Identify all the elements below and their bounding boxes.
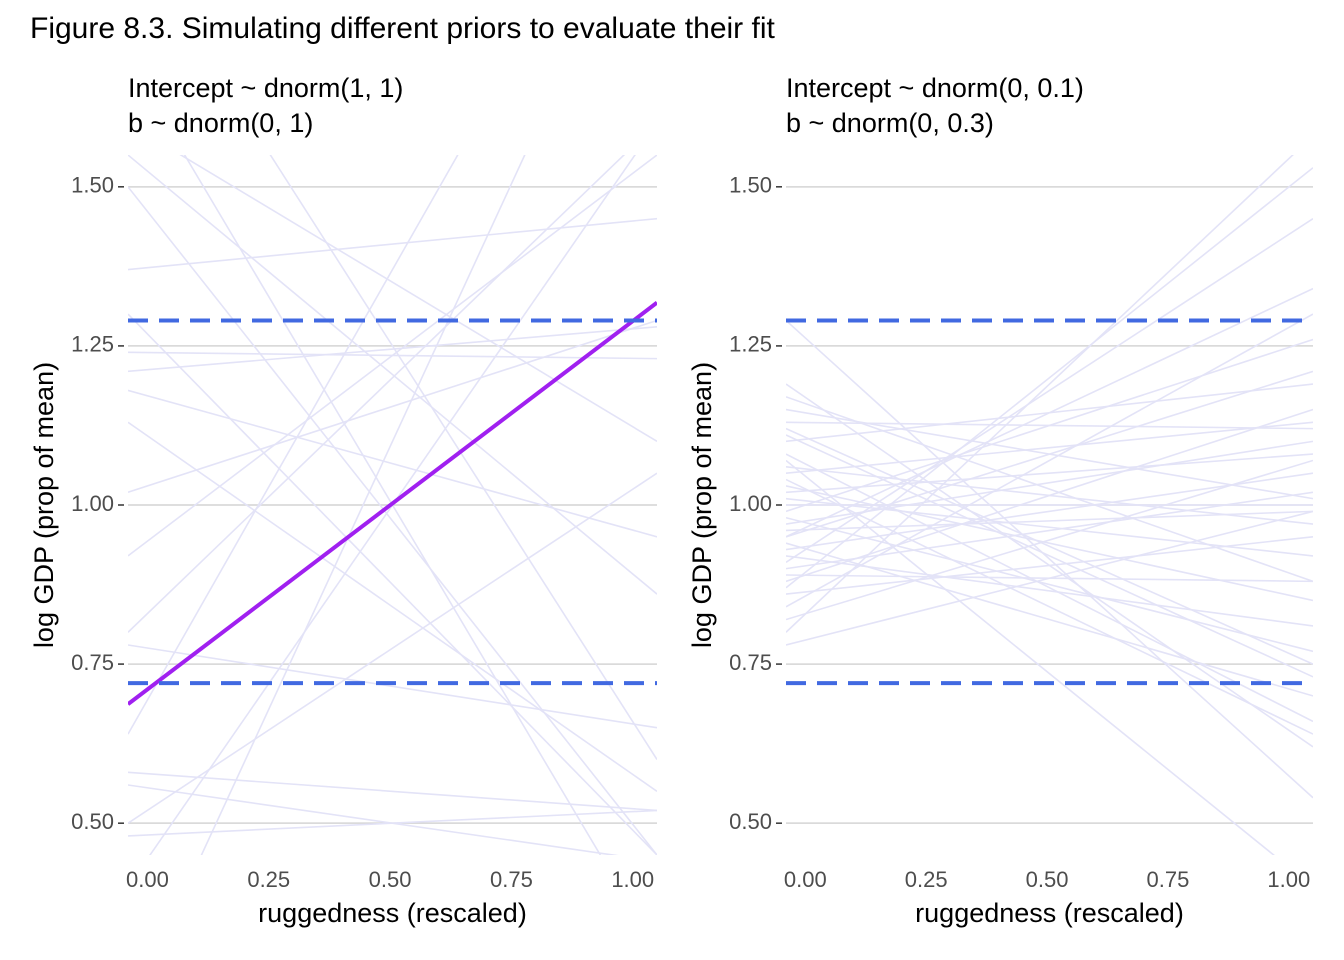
panel-subtitle: b ~ dnorm(0, 1) [128,108,313,138]
prior-line [128,155,657,595]
prior-line [179,155,657,443]
prior-line [786,408,1313,583]
x-tick-label: 0.25 [247,867,290,892]
prior-line [786,338,1313,513]
prior-line [200,155,526,855]
x-tick-label: 0.00 [784,867,827,892]
y-tick-label: 1.50 [729,173,772,198]
prior-line [786,155,1294,633]
x-tick-label: 0.75 [1147,867,1190,892]
plot-lines [128,155,657,855]
prior-line [128,217,657,271]
figure-title: Figure 8.3. Simulating different priors … [30,12,775,45]
y-tick-label: 0.75 [729,650,772,675]
prior-line [128,472,657,824]
prior-line [128,319,657,494]
y-tick-label: 0.50 [729,809,772,834]
y-tick-label: 0.75 [71,650,114,675]
prior-line [786,478,1313,735]
prior-line [128,155,459,735]
prior-line [128,771,657,812]
prior-line [786,217,1313,563]
prior-line [786,510,1313,646]
x-tick-label: 0.75 [490,867,533,892]
x-tick-label: 1.00 [611,867,654,892]
prior-line [786,453,1313,723]
prior-line [786,453,1313,494]
prior-line [128,389,657,538]
y-axis-title: log GDP (prop of mean) [29,362,59,648]
x-tick-label: 0.00 [126,867,169,892]
prior-line [128,326,657,373]
prior-line [786,313,1313,608]
y-tick-label: 1.00 [71,491,114,516]
x-axis-title: ruggedness (rescaled) [258,898,527,928]
prior-line [786,459,1275,855]
y-axis-title: log GDP (prop of mean) [687,362,717,648]
y-tick-label: 1.25 [71,332,114,357]
panel-subtitle: Intercept ~ dnorm(0, 0.1) [786,73,1084,103]
x-tick-label: 0.50 [1026,867,1069,892]
prior-line [786,510,1313,532]
prior-line [128,421,657,793]
prior-line [786,434,1313,678]
prior-line [128,351,657,360]
prior-line [128,644,657,729]
y-tick-label: 1.00 [729,491,772,516]
prior-line [786,370,1313,538]
prior-line [269,155,657,760]
prior-line [128,155,626,633]
prior-line [786,536,1313,595]
prior-line [786,167,1313,589]
prior-line [128,186,657,855]
prior-line [786,421,1313,474]
y-tick-label: 0.50 [71,809,114,834]
x-tick-label: 0.25 [905,867,948,892]
prior-line [128,809,657,837]
plot-lines [786,155,1313,855]
prior-line [786,440,1313,525]
prior-line [786,472,1313,551]
prior-line [786,319,1313,799]
x-axis-title: ruggedness (rescaled) [915,898,1184,928]
prior-line [786,396,1313,583]
prior-line [786,287,1313,538]
panel-subtitle: b ~ dnorm(0, 0.3) [786,108,994,138]
prior-line [786,491,1313,570]
prior-line [128,313,657,855]
x-tick-label: 1.00 [1267,867,1310,892]
y-tick-label: 1.25 [729,332,772,357]
prior-line [786,555,1313,627]
y-tick-label: 1.50 [71,173,114,198]
panel-subtitle: Intercept ~ dnorm(1, 1) [128,73,403,103]
prior-line [786,516,1313,653]
prior-line [786,542,1313,697]
prior-line [786,427,1313,665]
highlight-line [128,301,657,706]
x-tick-label: 0.50 [369,867,412,892]
prior-line [786,459,1313,621]
